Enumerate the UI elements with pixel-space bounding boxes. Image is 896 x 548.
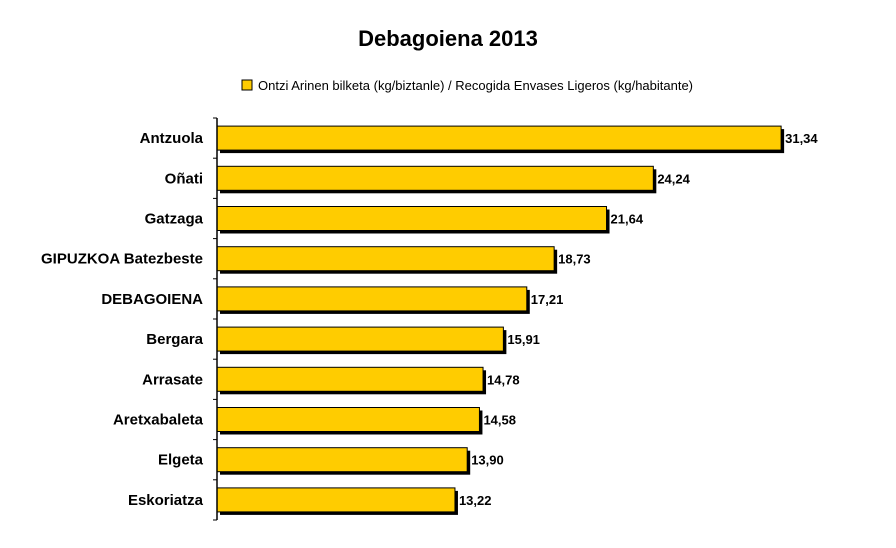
data-label: 24,24 <box>657 171 690 186</box>
bar <box>216 286 528 312</box>
plot-area: Antzuola 31,34 Oñati 24,24 Gatzaga 21,64 GIPUZ… <box>41 117 818 521</box>
bar <box>216 447 468 473</box>
data-label: 17,21 <box>531 292 564 307</box>
legend: Ontzi Arinen bilketa (kg/biztanle) / Rec… <box>241 78 693 93</box>
category-label: DEBAGOIENA <box>101 291 203 308</box>
category-label: GIPUZKOA Batezbeste <box>41 251 203 268</box>
bar <box>216 487 456 513</box>
category-label: Aretxabaleta <box>113 412 204 429</box>
data-label: 18,73 <box>558 252 591 267</box>
data-label: 13,90 <box>471 453 504 468</box>
bar <box>216 246 555 272</box>
bar <box>216 407 480 432</box>
category-label: Oñati <box>165 170 203 187</box>
legend-swatch <box>241 79 253 91</box>
bar <box>216 125 782 151</box>
bar <box>216 326 504 352</box>
legend-label: Ontzi Arinen bilketa (kg/biztanle) / Rec… <box>258 78 693 93</box>
bar <box>216 206 608 231</box>
category-label: Eskoriatza <box>128 492 204 509</box>
data-label: 15,91 <box>507 332 540 347</box>
data-label: 14,78 <box>487 372 520 387</box>
category-label: Antzuola <box>140 130 204 147</box>
bar <box>216 366 484 392</box>
chart-title: Debagoiena 2013 <box>358 26 538 51</box>
data-label: 14,58 <box>483 413 516 428</box>
data-label: 13,22 <box>459 493 492 508</box>
category-label: Elgeta <box>158 452 204 469</box>
data-label: 31,34 <box>785 131 818 146</box>
data-label: 21,64 <box>611 212 644 227</box>
category-label: Gatzaga <box>145 211 204 228</box>
category-label: Bergara <box>146 331 203 348</box>
category-label: Arrasate <box>142 371 203 388</box>
bar <box>216 165 654 191</box>
